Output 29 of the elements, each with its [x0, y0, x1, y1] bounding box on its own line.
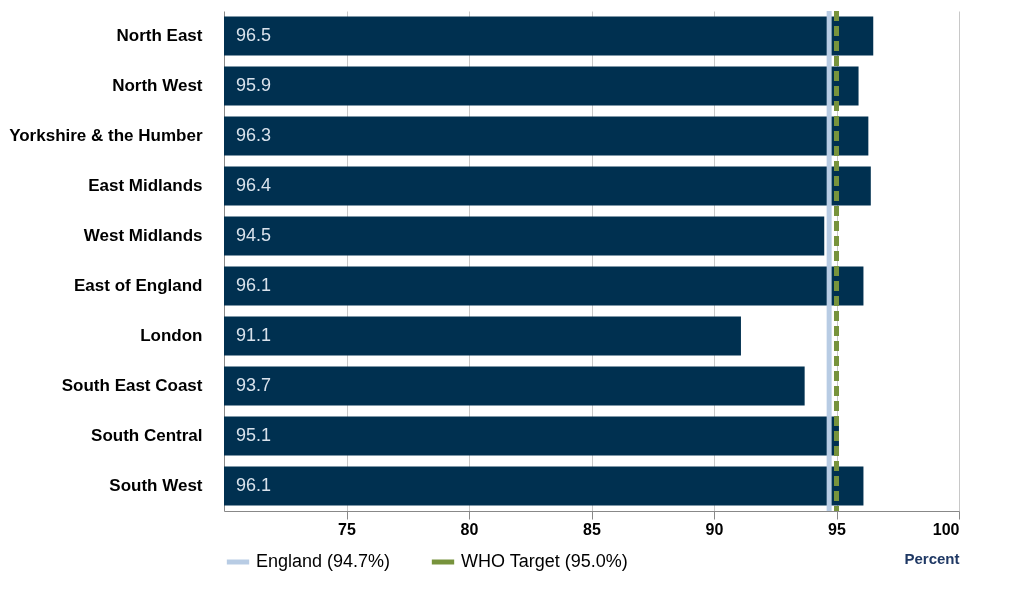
x-tick-label: 100	[932, 520, 960, 538]
data-label: 94.5	[236, 225, 272, 245]
y-tick-label: North West	[112, 76, 203, 95]
x-axis-title: Percent	[904, 549, 960, 567]
y-tick-label: Yorkshire & the Humber	[9, 126, 203, 145]
y-tick-label: North East	[116, 26, 203, 45]
x-tick-label: 90	[705, 520, 724, 538]
y-tick-label: East of England	[74, 276, 203, 295]
x-tick-label: 75	[338, 520, 356, 538]
data-label: 95.1	[236, 425, 272, 445]
data-label: 96.1	[236, 475, 272, 495]
y-tick-label: East Midlands	[88, 176, 203, 195]
legend-label: England (94.7%)	[256, 551, 391, 571]
data-label: 96.4	[236, 175, 272, 195]
data-label: 96.3	[236, 125, 272, 145]
x-tick-label: 95	[828, 520, 846, 538]
y-tick-label: South West	[109, 476, 203, 495]
data-label: 96.5	[236, 25, 272, 45]
data-label: 91.1	[236, 325, 272, 345]
y-tick-label: West Midlands	[83, 226, 203, 245]
data-label: 96.1	[236, 275, 272, 295]
y-tick-label: South East Coast	[61, 376, 203, 395]
data-label: 95.9	[236, 75, 272, 95]
y-tick-label: South Central	[91, 426, 203, 445]
data-label: 93.7	[236, 375, 272, 395]
y-tick-label: London	[140, 326, 203, 345]
x-tick-label: 80	[460, 520, 479, 538]
x-tick-label: 85	[583, 520, 601, 538]
legend-label: WHO Target (95.0%)	[461, 551, 628, 571]
